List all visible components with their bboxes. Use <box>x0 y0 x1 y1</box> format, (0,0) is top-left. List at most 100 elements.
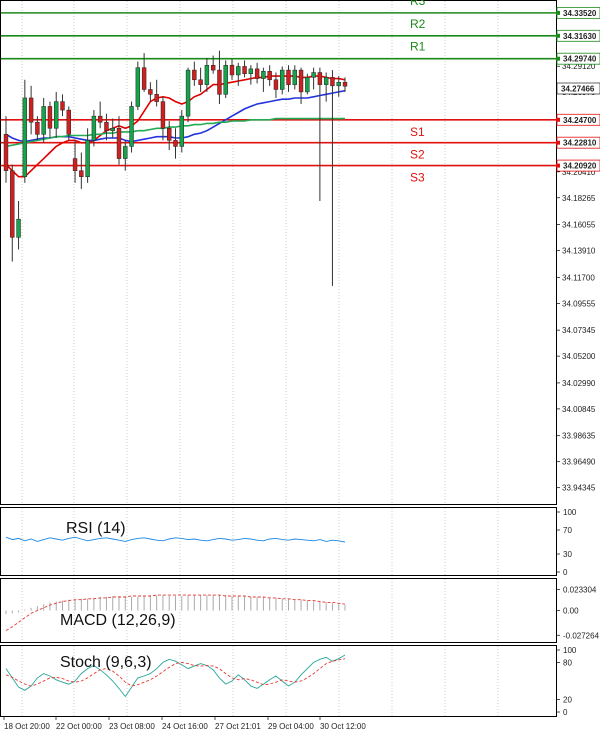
indicator-tick-label: 70 <box>563 526 572 535</box>
candle-body <box>97 115 103 123</box>
price-tick-label: 34.09555 <box>562 299 596 308</box>
candle-body <box>336 81 341 87</box>
rsi-title: RSI (14) <box>66 520 126 537</box>
candle-body <box>248 68 254 74</box>
time-axis: 18 Oct 20:00 22 Oct 00:00 23 Oct 08:00 24 O… <box>3 716 366 731</box>
candle-body <box>141 67 147 90</box>
main-pane: R3 R2 R1 S1 S2 S3 <box>0 0 557 505</box>
rsi-axis: 100 70 30 0 <box>556 508 577 577</box>
candle-body <box>280 69 285 90</box>
rsi-pane-frame <box>0 507 557 576</box>
candle-body <box>47 106 53 129</box>
support-tag-value: 34.22810 <box>563 139 597 148</box>
price-tick-label: 34.16055 <box>562 221 596 230</box>
candle-body <box>91 115 97 141</box>
candle-body <box>330 77 335 87</box>
candle-body <box>123 146 128 159</box>
support-label: S1 <box>410 125 425 139</box>
candle-body <box>236 66 241 76</box>
price-tick-label: 33.96490 <box>562 458 596 467</box>
candle-body <box>192 69 197 81</box>
current-price-label: 34.27466 <box>561 85 595 94</box>
support-tag-marker <box>556 140 560 145</box>
stoch-title: Stoch (9,6,3) <box>60 654 152 671</box>
price-tick-label: 34.11700 <box>562 273 595 282</box>
current-price-tag: 34.27466 <box>556 82 600 95</box>
candle-body <box>116 128 122 159</box>
stoch-axis: 100 80 20 0 <box>556 646 577 717</box>
time-tick-label: 23 Oct 08:00 <box>109 722 155 731</box>
candle-body <box>154 94 159 102</box>
resistance-tag-marker <box>556 10 560 15</box>
candle-body <box>148 89 153 95</box>
candle-body <box>267 71 272 81</box>
price-tick-label: 34.00845 <box>562 405 596 414</box>
candle-body <box>298 69 304 93</box>
price-tick-label: 34.18265 <box>562 194 596 203</box>
resistance-tag-marker <box>556 56 560 61</box>
candle-body <box>104 121 109 131</box>
candle-body <box>66 109 71 135</box>
moving-average-line <box>5 117 345 148</box>
candle-body <box>317 72 323 85</box>
support-label: S3 <box>410 171 425 185</box>
candle-body <box>22 97 28 177</box>
candle-body <box>173 140 178 147</box>
indicator-tick-label: 0 <box>563 708 568 717</box>
resistance-tag-value: 34.31630 <box>563 32 597 41</box>
candle-body <box>292 69 297 85</box>
indicator-tick-label: 100 <box>563 646 577 655</box>
price-tick-label: 34.07345 <box>562 326 596 335</box>
stochastic-lines <box>5 654 346 698</box>
candle-body <box>16 218 21 238</box>
time-tick-label: 24 Oct 16:00 <box>162 722 208 731</box>
indicator-tick-label: 0.00 <box>563 607 579 616</box>
macd-pane-frame <box>0 578 557 643</box>
price-tick-label: 34.29120 <box>562 62 596 71</box>
candle-body <box>261 71 266 79</box>
support-tag-value: 34.24700 <box>563 116 597 125</box>
candle-body <box>85 140 90 177</box>
candle-body <box>311 72 316 78</box>
candle-body <box>305 77 310 93</box>
price-axis: 34.2912034.2697534.2483534.2269034.20410… <box>556 62 596 493</box>
candle-body <box>54 101 59 129</box>
rsi-pane: RSI (14) <box>0 507 557 576</box>
price-tick-label: 34.20410 <box>562 168 596 177</box>
indicator-tick-label: 80 <box>563 658 572 667</box>
indicator-tick-label: 0 <box>563 568 568 577</box>
price-tick-label: 33.94345 <box>562 484 596 493</box>
candle-body <box>10 170 15 238</box>
support-tag-value: 34.20920 <box>563 162 597 171</box>
time-tick-label: 30 Oct 12:00 <box>320 722 366 731</box>
rsi-line <box>5 536 346 543</box>
support-label: S2 <box>410 148 425 162</box>
candle-body <box>35 121 40 135</box>
macd-signal-line <box>5 594 346 631</box>
rsi-line-path <box>5 536 346 543</box>
price-tick-label: 33.98635 <box>562 432 596 441</box>
resistance-label: R3 <box>410 0 426 8</box>
candle-body <box>129 106 134 147</box>
price-tick-label: 34.05200 <box>562 352 596 361</box>
macd-title: MACD (12,26,9) <box>60 612 176 629</box>
resistance-tag-marker <box>556 33 560 38</box>
candle-body <box>217 69 222 95</box>
stoch-pane-frame <box>0 645 557 717</box>
support-tag-marker <box>556 117 560 122</box>
indicator-tick-label: 0.023304 <box>563 585 597 594</box>
candle-body <box>72 158 78 171</box>
candle-body <box>135 67 141 107</box>
candle-body <box>286 69 291 85</box>
candle-body <box>254 68 260 79</box>
indicator-tick-label: -0.027264 <box>563 631 600 640</box>
level-price-tags: 34.33520 34.31630 34.29740 34.24700 34.22810… <box>556 6 600 172</box>
candlesticks <box>3 50 348 286</box>
resistance-tag-value: 34.33520 <box>563 9 597 18</box>
candle-body <box>342 81 348 87</box>
price-tick-label: 34.13910 <box>562 247 596 256</box>
candle-body <box>204 64 210 85</box>
resistance-label: R1 <box>410 40 426 54</box>
stoch-d-line <box>5 658 346 687</box>
